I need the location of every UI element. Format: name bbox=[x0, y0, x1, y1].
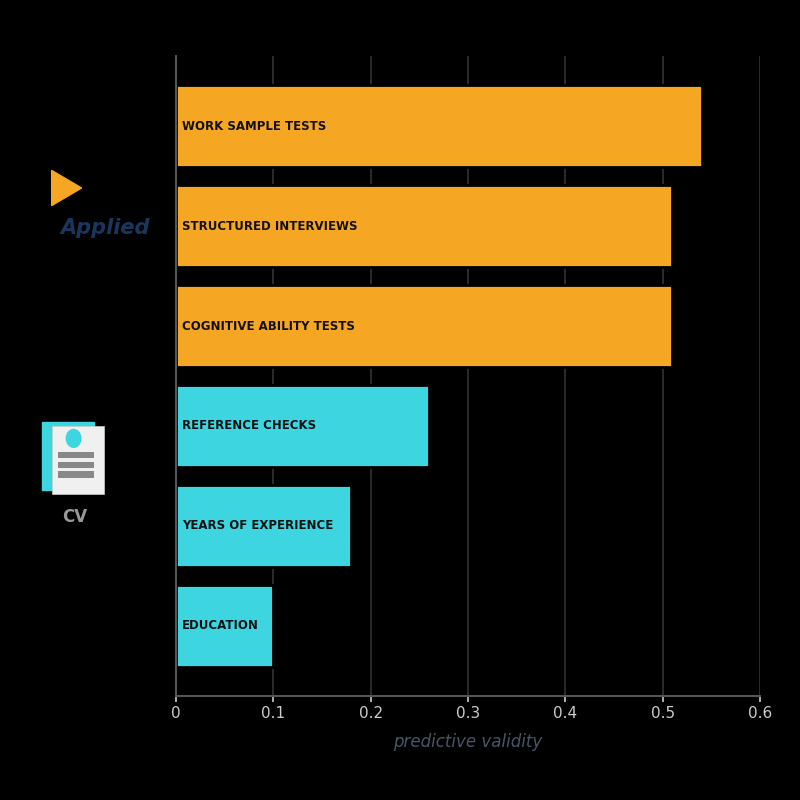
Text: COGNITIVE ABILITY TESTS: COGNITIVE ABILITY TESTS bbox=[182, 319, 354, 333]
Text: EDUCATION: EDUCATION bbox=[182, 619, 258, 633]
X-axis label: predictive validity: predictive validity bbox=[394, 733, 542, 750]
Bar bbox=[176, 285, 673, 367]
Text: STRUCTURED INTERVIEWS: STRUCTURED INTERVIEWS bbox=[182, 219, 358, 233]
Bar bbox=[176, 485, 351, 567]
Bar bbox=[176, 85, 702, 167]
Bar bbox=[176, 585, 274, 667]
Text: YEARS OF EXPERIENCE: YEARS OF EXPERIENCE bbox=[182, 519, 333, 533]
Text: REFERENCE CHECKS: REFERENCE CHECKS bbox=[182, 419, 316, 433]
Bar bbox=[176, 385, 429, 467]
Text: WORK SAMPLE TESTS: WORK SAMPLE TESTS bbox=[182, 119, 326, 133]
Bar bbox=[176, 185, 673, 267]
Text: Applied: Applied bbox=[60, 218, 150, 238]
Text: CV: CV bbox=[62, 508, 87, 526]
